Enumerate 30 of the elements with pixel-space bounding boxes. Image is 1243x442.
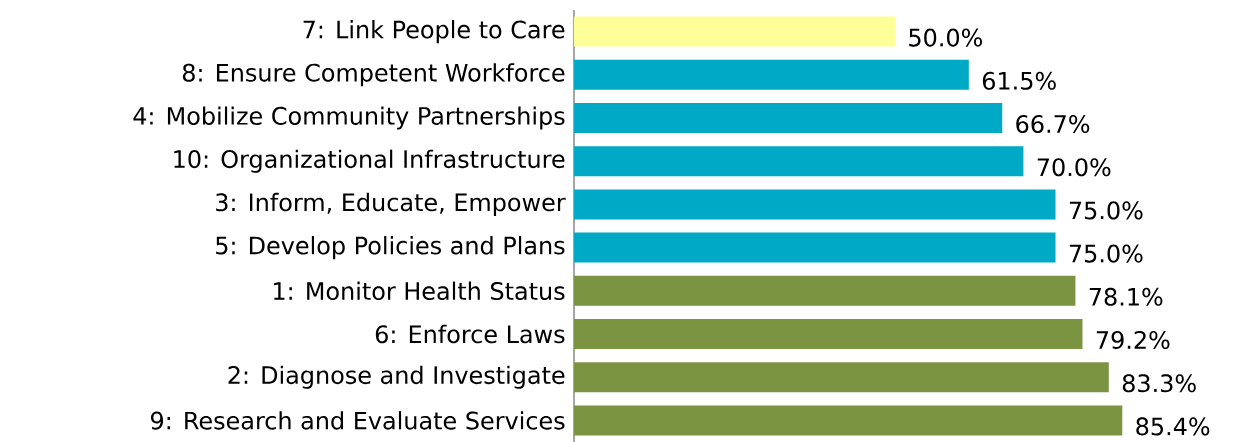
y-tick-label: 1: Monitor Health Status [274,281,565,301]
y-tick-label: 9: Research and Evaluate Services [151,411,565,430]
data-label: 61.5% [982,71,1056,90]
bar [574,16,896,47]
data-label: 75.0% [1069,244,1143,263]
data-label: 75.0% [1069,201,1143,220]
y-tick-label: 10: Organizational Infrastructure [174,149,565,173]
data-label: 78.1% [1089,287,1163,306]
y-tick-label: 7: Link People to Care [303,20,565,44]
bar [574,103,1003,133]
y-tick-label: 6: Enforce Laws [375,324,565,344]
y-tick-label: 2: Diagnose and Investigate [228,365,565,389]
data-label: 79.2% [1096,330,1170,350]
bar [574,189,1056,220]
data-label: 50.0% [909,28,983,47]
bar [574,232,1056,263]
y-tick-label: 5: Develop Policies and Plans [216,236,565,260]
y-tick-label: 3: Inform, Educate, Empower [216,192,566,216]
data-label: 66.7% [1016,114,1090,134]
bar [574,146,1024,177]
y-tick-label: 8: Ensure Competent Workforce [182,63,565,87]
data-label: 85.4% [1136,417,1210,436]
bar [574,319,1083,350]
bar [574,362,1109,393]
y-tick-label: 4: Mobilize Community Partnerships [133,106,565,130]
data-label: 70.0% [1037,158,1111,177]
bar [574,275,1076,306]
bar [574,405,1123,436]
bar [574,59,969,90]
data-label: 83.3% [1122,374,1196,393]
